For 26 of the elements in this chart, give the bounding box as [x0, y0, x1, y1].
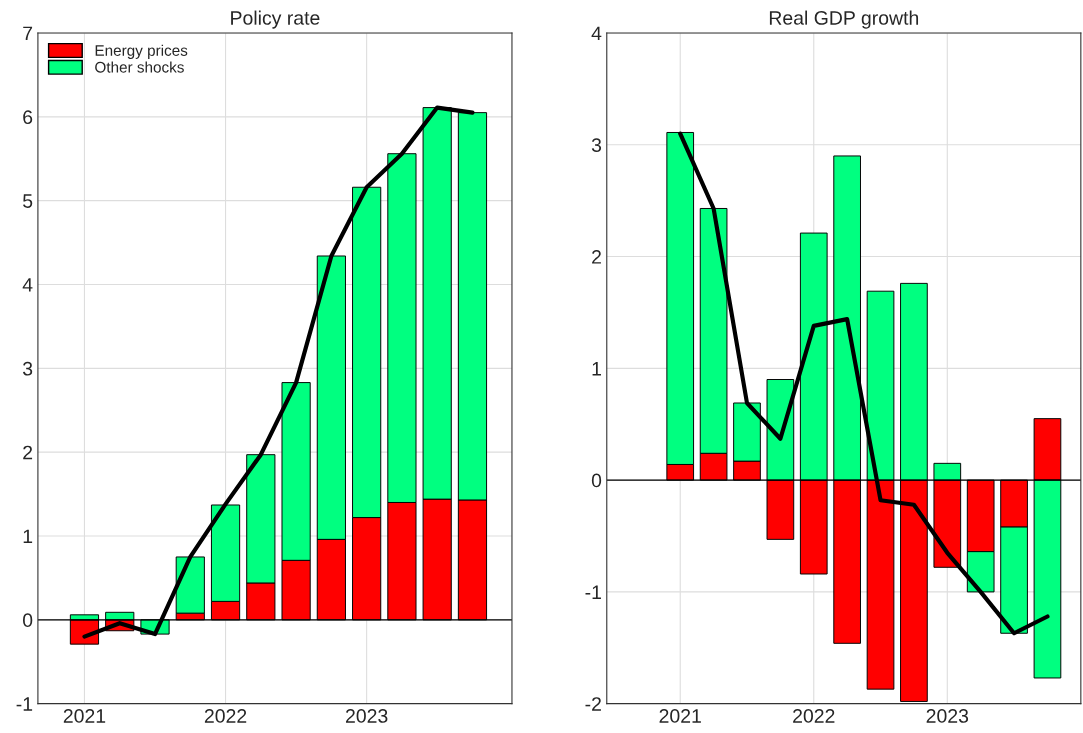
chart-title: Policy rate [231, 10, 320, 29]
y-tick-label: 4 [591, 26, 602, 41]
y-tick-label: -2 [585, 697, 601, 711]
y-tick-label: 5 [23, 194, 33, 208]
x-tick-label: 2021 [659, 709, 701, 723]
y-tick-label: 0 [22, 613, 33, 628]
legend-label: Energy prices [95, 44, 188, 59]
legend-label: Other shocks [95, 61, 184, 73]
chart-title: Real GDP growth [769, 10, 919, 29]
y-tick-label: 6 [23, 110, 33, 125]
x-tick-label: 2023 [926, 709, 969, 723]
y-tick-label: -1 [16, 697, 33, 711]
y-tick-label: 3 [591, 138, 602, 152]
y-tick-label: 1 [23, 529, 33, 544]
y-tick-label: 0 [591, 473, 602, 488]
y-tick-label: 7 [23, 26, 33, 41]
y-tick-label: 2 [23, 445, 33, 460]
y-tick-label: 2 [592, 250, 601, 264]
x-tick-label: 2021 [63, 709, 106, 723]
x-tick-label: 2022 [793, 709, 835, 723]
y-tick-label: -1 [585, 585, 601, 599]
y-tick-label: 4 [22, 278, 33, 292]
y-tick-label: 1 [592, 362, 601, 376]
x-tick-label: 2023 [345, 709, 388, 723]
y-tick-label: 3 [22, 361, 33, 376]
x-tick-label: 2022 [204, 709, 247, 723]
